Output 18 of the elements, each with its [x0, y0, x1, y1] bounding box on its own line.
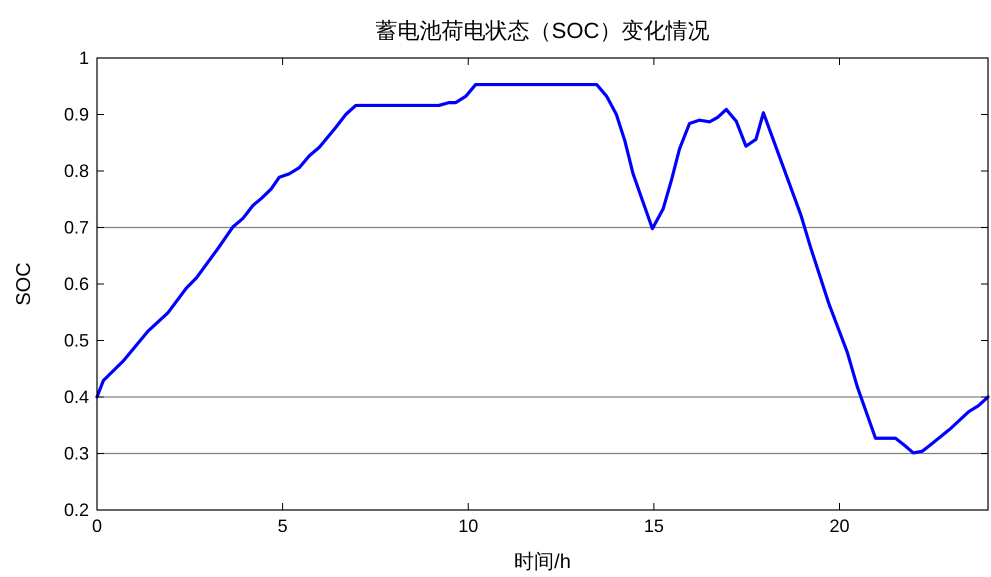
y-tick-label: 0.6	[64, 274, 89, 294]
y-tick-label: 1	[78, 48, 89, 68]
x-tick-label: 10	[458, 516, 478, 536]
line-series	[95, 82, 990, 455]
chart-title: 蓄电池荷电状态（SOC）变化情况	[376, 18, 710, 43]
y-axis-title: SOC	[13, 262, 35, 306]
x-tick-label: 20	[829, 516, 850, 536]
y-tick-label: 0.7	[64, 218, 89, 238]
x-tick-label: 0	[92, 516, 102, 536]
y-tick-label: 0.9	[64, 104, 89, 124]
y-tick-label: 0.3	[64, 444, 89, 464]
x-tick-label: 5	[278, 516, 288, 536]
y-tick-label: 0.2	[64, 500, 89, 520]
x-axis-title: 时间/h	[514, 551, 571, 573]
y-tick-label: 0.5	[64, 330, 89, 350]
y-tick-label: 0.4	[64, 387, 89, 407]
y-tick-label: 0.8	[64, 161, 89, 181]
x-tick-label: 15	[644, 516, 664, 536]
